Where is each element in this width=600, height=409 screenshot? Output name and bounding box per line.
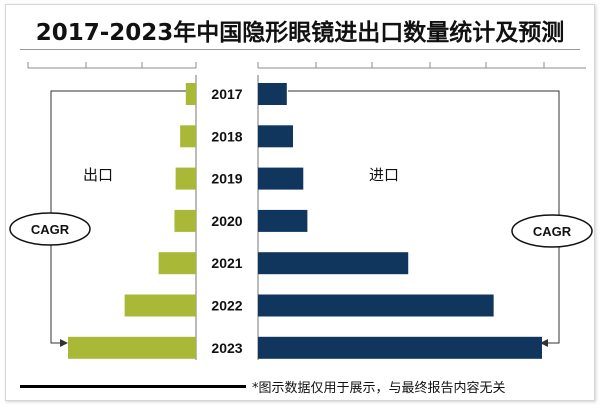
export-bar-2019 xyxy=(175,167,196,190)
chart-title: 2017-2023年中国隐形眼镜进出口数量统计及预测 xyxy=(35,20,565,46)
chart-frame: 2017-2023年中国隐形眼镜进出口数量统计及预测 xyxy=(5,4,595,401)
import-bar-2021 xyxy=(258,252,409,275)
title-divider xyxy=(20,49,580,50)
import-bar-2023 xyxy=(258,336,542,359)
left-cagr-label: CAGR xyxy=(31,222,70,237)
export-bar-2017 xyxy=(185,83,196,105)
right-cagr-badge xyxy=(511,214,593,248)
import-bar-2017 xyxy=(258,83,287,105)
butterfly-chart: CAGR CAGR 出口 进口 2017 2018 2019 2020 2021 2022… xyxy=(9,62,593,360)
import-bar-2018 xyxy=(258,125,293,148)
export-bar-2018 xyxy=(180,125,196,148)
footnote-rule xyxy=(20,385,246,388)
chart-marks: 2017 2018 2019 2020 2021 2022 2023 xyxy=(68,83,542,359)
year-label-2019: 2019 xyxy=(211,171,242,187)
export-bar-2022 xyxy=(124,294,196,317)
year-label-2020: 2020 xyxy=(211,213,242,229)
import-bar-2019 xyxy=(258,167,304,190)
year-label-2021: 2021 xyxy=(211,255,242,271)
right-cagr-label: CAGR xyxy=(533,224,572,239)
export-bar-2020 xyxy=(174,209,196,232)
top-axis xyxy=(27,62,586,69)
year-label-2018: 2018 xyxy=(211,128,242,144)
year-label-2022: 2022 xyxy=(211,298,242,314)
import-bar-2022 xyxy=(258,294,494,317)
left-cagr-badge xyxy=(9,212,91,246)
export-side-label: 出口 xyxy=(83,166,113,184)
import-bar-2020 xyxy=(258,209,308,232)
export-bar-2021 xyxy=(158,252,196,275)
year-label-2023: 2023 xyxy=(211,340,242,356)
export-bar-2023 xyxy=(68,336,196,359)
footnote: *图示数据仅用于展示，与最终报告内容无关 xyxy=(252,381,506,396)
year-label-2017: 2017 xyxy=(211,86,242,102)
import-side-label: 进口 xyxy=(369,166,399,184)
right-cagr-bracket xyxy=(288,90,560,347)
left-cagr-bracket xyxy=(50,90,188,347)
